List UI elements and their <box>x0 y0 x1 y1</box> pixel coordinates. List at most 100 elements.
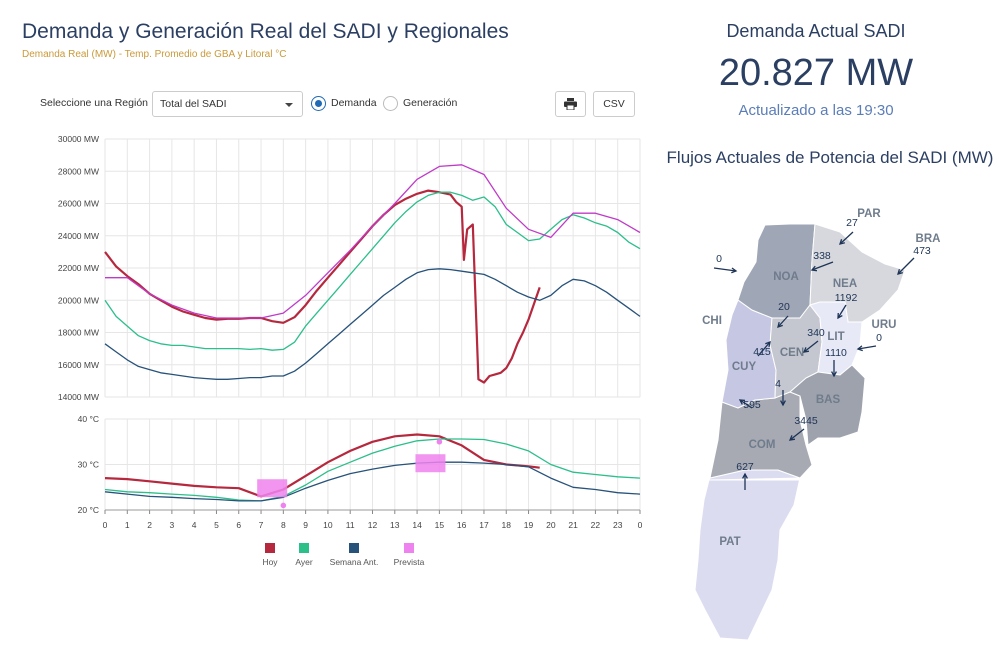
region-pat[interactable] <box>694 469 801 641</box>
x-tick-label: 0 <box>638 520 643 530</box>
temperature-chart-grid: 0 1 2 3 4 5 6 7 8 9 10 11 12 13 14 15 16 17 18 19 20 21 22 23 02… <box>78 414 643 530</box>
region-lit[interactable] <box>809 301 863 376</box>
x-tick-label: 21 <box>568 520 578 530</box>
temp-line-hoy[interactable] <box>104 433 540 498</box>
radio-selected-icon <box>311 96 326 111</box>
x-tick-label: 18 <box>502 520 512 530</box>
x-tick-label: 0 <box>103 520 108 530</box>
temp-line-ayer[interactable] <box>104 438 641 502</box>
forecast-marker <box>415 454 446 473</box>
flow-arrow-chi-noa <box>713 267 737 272</box>
flow-arrow-uru <box>857 345 877 350</box>
legend-label[interactable]: Ayer <box>295 557 312 567</box>
y-tick-label: 26000 MW <box>58 199 99 209</box>
x-tick-label: 20 <box>546 520 556 530</box>
flow-value-chi-noa: 0 <box>716 253 722 265</box>
flow-value-com-bas: 3445 <box>794 415 818 427</box>
chevron-down-icon <box>285 103 293 107</box>
region-label-lit: LIT <box>827 331 844 343</box>
map-title: Flujos Actuales de Potencia del SADI (MW… <box>666 148 994 167</box>
legend-swatch <box>265 543 275 553</box>
x-tick-label: 19 <box>524 520 534 530</box>
flow-value-cuy-com: 595 <box>743 399 761 411</box>
country-label-uru: URU <box>872 319 897 331</box>
y-tick-label: 24000 MW <box>58 231 99 241</box>
x-tick-label: 11 <box>346 520 355 530</box>
arrow-head-icon <box>810 265 818 272</box>
demand-temperature-chart: 14000 MW 16000 MW 18000 MW 20000 MW 22000 MW… <box>58 134 643 567</box>
flow-value-cen-com: 4 <box>775 378 781 390</box>
legend-label[interactable]: Prevista <box>394 557 425 567</box>
series-line-ayer[interactable] <box>104 191 641 351</box>
country-label-bra: BRA <box>916 233 941 245</box>
region-label-cuy: CUY <box>732 361 757 373</box>
demand-chart-series <box>104 164 641 384</box>
y-tick-label: 22000 MW <box>58 263 99 273</box>
y-tick-label: 20 °C <box>78 505 99 515</box>
flow-value-bra: 473 <box>913 245 931 257</box>
legend-label[interactable]: Semana Ant. <box>330 557 379 567</box>
series-line-semana-ant-[interactable] <box>104 268 641 380</box>
x-tick-label: 8 <box>281 520 286 530</box>
x-tick-label: 2 <box>147 520 152 530</box>
arrow-head-icon <box>897 269 903 275</box>
y-tick-label: 40 °C <box>78 414 99 424</box>
page-title: Demanda y Generación Real del SADI y Reg… <box>22 20 509 43</box>
region-bas[interactable] <box>789 364 866 446</box>
arrow-head-icon <box>788 435 796 441</box>
legend-swatch <box>349 543 359 553</box>
region-label-cen: CEN <box>780 347 804 359</box>
arrow-head-icon <box>780 400 786 407</box>
current-demand-value: 20.827 MW <box>718 52 914 94</box>
x-tick-label: 5 <box>214 520 219 530</box>
legend-swatch <box>299 543 309 553</box>
arrow-head-icon <box>802 347 810 353</box>
flow-arrow-nea-lit <box>837 304 847 319</box>
forecast-point[interactable] <box>436 438 443 445</box>
map-labels: NOA NEA CEN LIT CUY BAS COM PAT PAR BRA CHI URU <box>702 208 940 548</box>
region-select[interactable]: Total del SADI <box>152 91 303 117</box>
x-tick-label: 15 <box>435 520 445 530</box>
x-tick-label: 9 <box>303 520 308 530</box>
radio-demand-label: Demanda <box>331 97 377 109</box>
y-tick-label: 14000 MW <box>58 392 99 402</box>
series-line-prevista[interactable] <box>105 164 641 319</box>
region-label-nea: NEA <box>833 278 857 290</box>
y-tick-label: 28000 MW <box>58 166 99 176</box>
radio-unselected-icon <box>383 96 398 111</box>
flow-value-lit-bas: 1110 <box>825 347 847 359</box>
region-label-com: COM <box>749 439 776 451</box>
arrow-head-icon <box>765 340 771 348</box>
x-tick-label: 10 <box>323 520 333 530</box>
flow-arrow-bra <box>897 257 915 275</box>
region-label-pat: PAT <box>719 536 740 548</box>
flow-arrow-par <box>839 231 854 245</box>
flow-value-noa-cen: 20 <box>778 301 790 313</box>
flow-arrow-noa-nea <box>811 261 834 271</box>
x-tick-label: 3 <box>170 520 175 530</box>
csv-button[interactable]: CSV <box>593 91 635 117</box>
region-select-value: Total del SADI <box>160 98 227 110</box>
x-tick-label: 14 <box>412 520 422 530</box>
y-tick-label: 30000 MW <box>58 134 99 144</box>
arrow-head-icon <box>742 472 748 479</box>
forecast-point[interactable] <box>280 502 287 509</box>
x-tick-label: 6 <box>236 520 241 530</box>
demand-chart-grid: 14000 MW 16000 MW 18000 MW 20000 MW 22000 MW… <box>58 134 641 402</box>
x-tick-label: 7 <box>259 520 264 530</box>
flow-arrow-com-bas <box>789 428 805 441</box>
temp-line-semana-ant-[interactable] <box>104 461 641 502</box>
flow-arrow-noa-cen <box>777 315 789 328</box>
flow-value-nea-lit: 1192 <box>835 292 858 304</box>
region-label-bas: BAS <box>816 394 841 406</box>
legend-label[interactable]: Hoy <box>262 557 278 567</box>
temperature-chart-series <box>104 433 641 509</box>
x-tick-label: 4 <box>192 520 197 530</box>
x-tick-label: 16 <box>457 520 467 530</box>
legend-swatch <box>404 543 414 553</box>
y-tick-label: 20000 MW <box>58 295 99 305</box>
region-label: Seleccione una Región <box>40 97 148 109</box>
current-demand-updated: Actualizado a las 19:30 <box>738 102 894 119</box>
print-button[interactable] <box>555 91 586 117</box>
flow-value-pat-com: 627 <box>736 461 754 473</box>
